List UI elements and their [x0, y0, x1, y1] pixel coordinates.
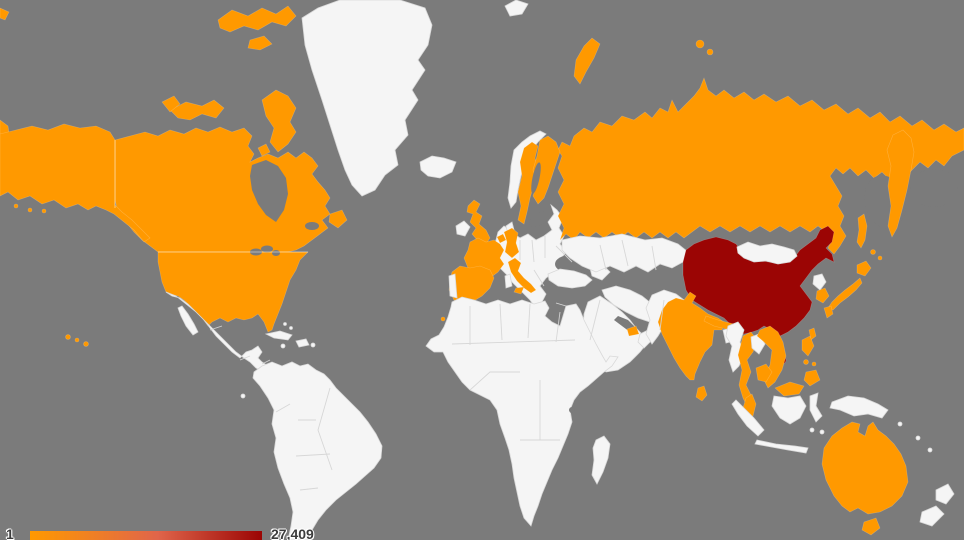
island-newfoundland[interactable]	[328, 209, 348, 229]
island-devon[interactable]	[247, 35, 273, 51]
island-sulawesi	[809, 392, 823, 423]
russia-kamchatka[interactable]	[886, 129, 915, 238]
island-new-caledonia	[915, 435, 921, 441]
country-malaysia-borneo[interactable]	[774, 381, 805, 397]
japan-hokkaido[interactable]	[856, 260, 872, 277]
country-greenland	[301, 0, 433, 197]
country-north-korea	[812, 273, 827, 291]
philippine-island[interactable]	[803, 359, 809, 365]
philippine-island-2[interactable]	[811, 361, 817, 367]
country-germany[interactable]	[503, 227, 520, 259]
country-uae[interactable]	[626, 325, 640, 337]
island-galapagos	[240, 393, 246, 399]
hawaii-island-3[interactable]	[83, 341, 89, 347]
country-australia[interactable]	[821, 421, 909, 515]
island-ellesmere[interactable]	[217, 5, 297, 33]
hawaii-island-2[interactable]	[74, 337, 80, 343]
mexico-baja-california	[177, 305, 199, 336]
country-iceland	[419, 155, 457, 179]
country-madagascar	[591, 435, 611, 485]
hawaii-island[interactable]	[65, 334, 71, 340]
island-new-guinea	[829, 395, 889, 419]
country-vietnam[interactable]	[756, 325, 787, 389]
island-bahamas-2	[289, 326, 293, 330]
russia-wrangel-wrap[interactable]	[0, 7, 10, 21]
canary-islands[interactable]	[440, 316, 446, 322]
country-cuba	[264, 330, 293, 341]
great-lakes-3	[272, 250, 280, 256]
country-italy[interactable]	[507, 257, 537, 294]
gulf-of-st-lawrence	[305, 222, 319, 230]
gulf-of-bothnia	[531, 162, 541, 194]
aleutian-island-3[interactable]	[41, 208, 47, 214]
country-borders	[209, 236, 665, 491]
australia-tasmania[interactable]	[861, 517, 881, 536]
country-ireland	[455, 220, 471, 237]
country-finland[interactable]	[532, 135, 561, 205]
bering-sea	[910, 169, 958, 207]
baltic-sea	[529, 211, 551, 227]
island-southampton[interactable]	[257, 143, 271, 157]
island-hispaniola	[295, 338, 310, 348]
aleutian-island[interactable]	[13, 203, 19, 209]
continent-africa	[425, 296, 619, 527]
hudson-bay	[250, 160, 288, 222]
country-uk[interactable]	[466, 199, 491, 245]
country-india[interactable]	[657, 291, 725, 381]
country-sri-lanka[interactable]	[695, 385, 708, 402]
country-philippines-luzon[interactable]	[801, 335, 815, 357]
country-cambodia[interactable]	[755, 363, 773, 383]
country-sweden[interactable]	[517, 141, 539, 225]
island-solomon	[897, 421, 903, 427]
island-baffin[interactable]	[261, 89, 297, 153]
kuril-island-2[interactable]	[877, 255, 883, 261]
lesser-sunda-2	[819, 429, 825, 435]
island-banks[interactable]	[161, 95, 181, 113]
lesser-sunda	[809, 427, 815, 433]
island-victoria[interactable]	[169, 99, 225, 121]
russia-sakhalin[interactable]	[856, 213, 868, 249]
country-philippines-mindanao[interactable]	[803, 369, 821, 387]
island-sicily[interactable]	[513, 286, 525, 295]
island-fiji	[927, 447, 933, 453]
country-portugal	[448, 273, 458, 299]
great-lakes	[250, 248, 262, 256]
country-south-korea[interactable]	[815, 287, 830, 304]
country-turkey	[547, 268, 593, 289]
island-puerto-rico	[310, 342, 316, 348]
island-corsica-sardinia	[504, 273, 513, 289]
island-bahamas	[283, 322, 287, 326]
island-java	[754, 439, 809, 454]
japan-kyushu[interactable]	[823, 305, 834, 319]
island-borneo	[771, 395, 807, 425]
island-svalbard	[504, 0, 529, 17]
great-lakes-2	[261, 245, 273, 253]
usa-alaska[interactable]	[0, 123, 151, 243]
kuril-island[interactable]	[870, 249, 876, 255]
country-mongolia	[736, 241, 798, 265]
country-taiwan[interactable]	[808, 327, 817, 341]
island-severnaya-zemlya-2[interactable]	[706, 48, 714, 56]
aleutian-island-2[interactable]	[27, 207, 33, 213]
island-sumatra	[731, 399, 765, 437]
country-belgium[interactable]	[496, 233, 507, 244]
island-novaya-zemlya[interactable]	[573, 37, 601, 85]
lake-victoria	[569, 407, 575, 413]
new-zealand-south-island	[919, 505, 945, 527]
island-severnaya-zemlya[interactable]	[695, 39, 705, 49]
island-jamaica	[280, 343, 286, 349]
new-zealand-north-island	[935, 483, 955, 505]
